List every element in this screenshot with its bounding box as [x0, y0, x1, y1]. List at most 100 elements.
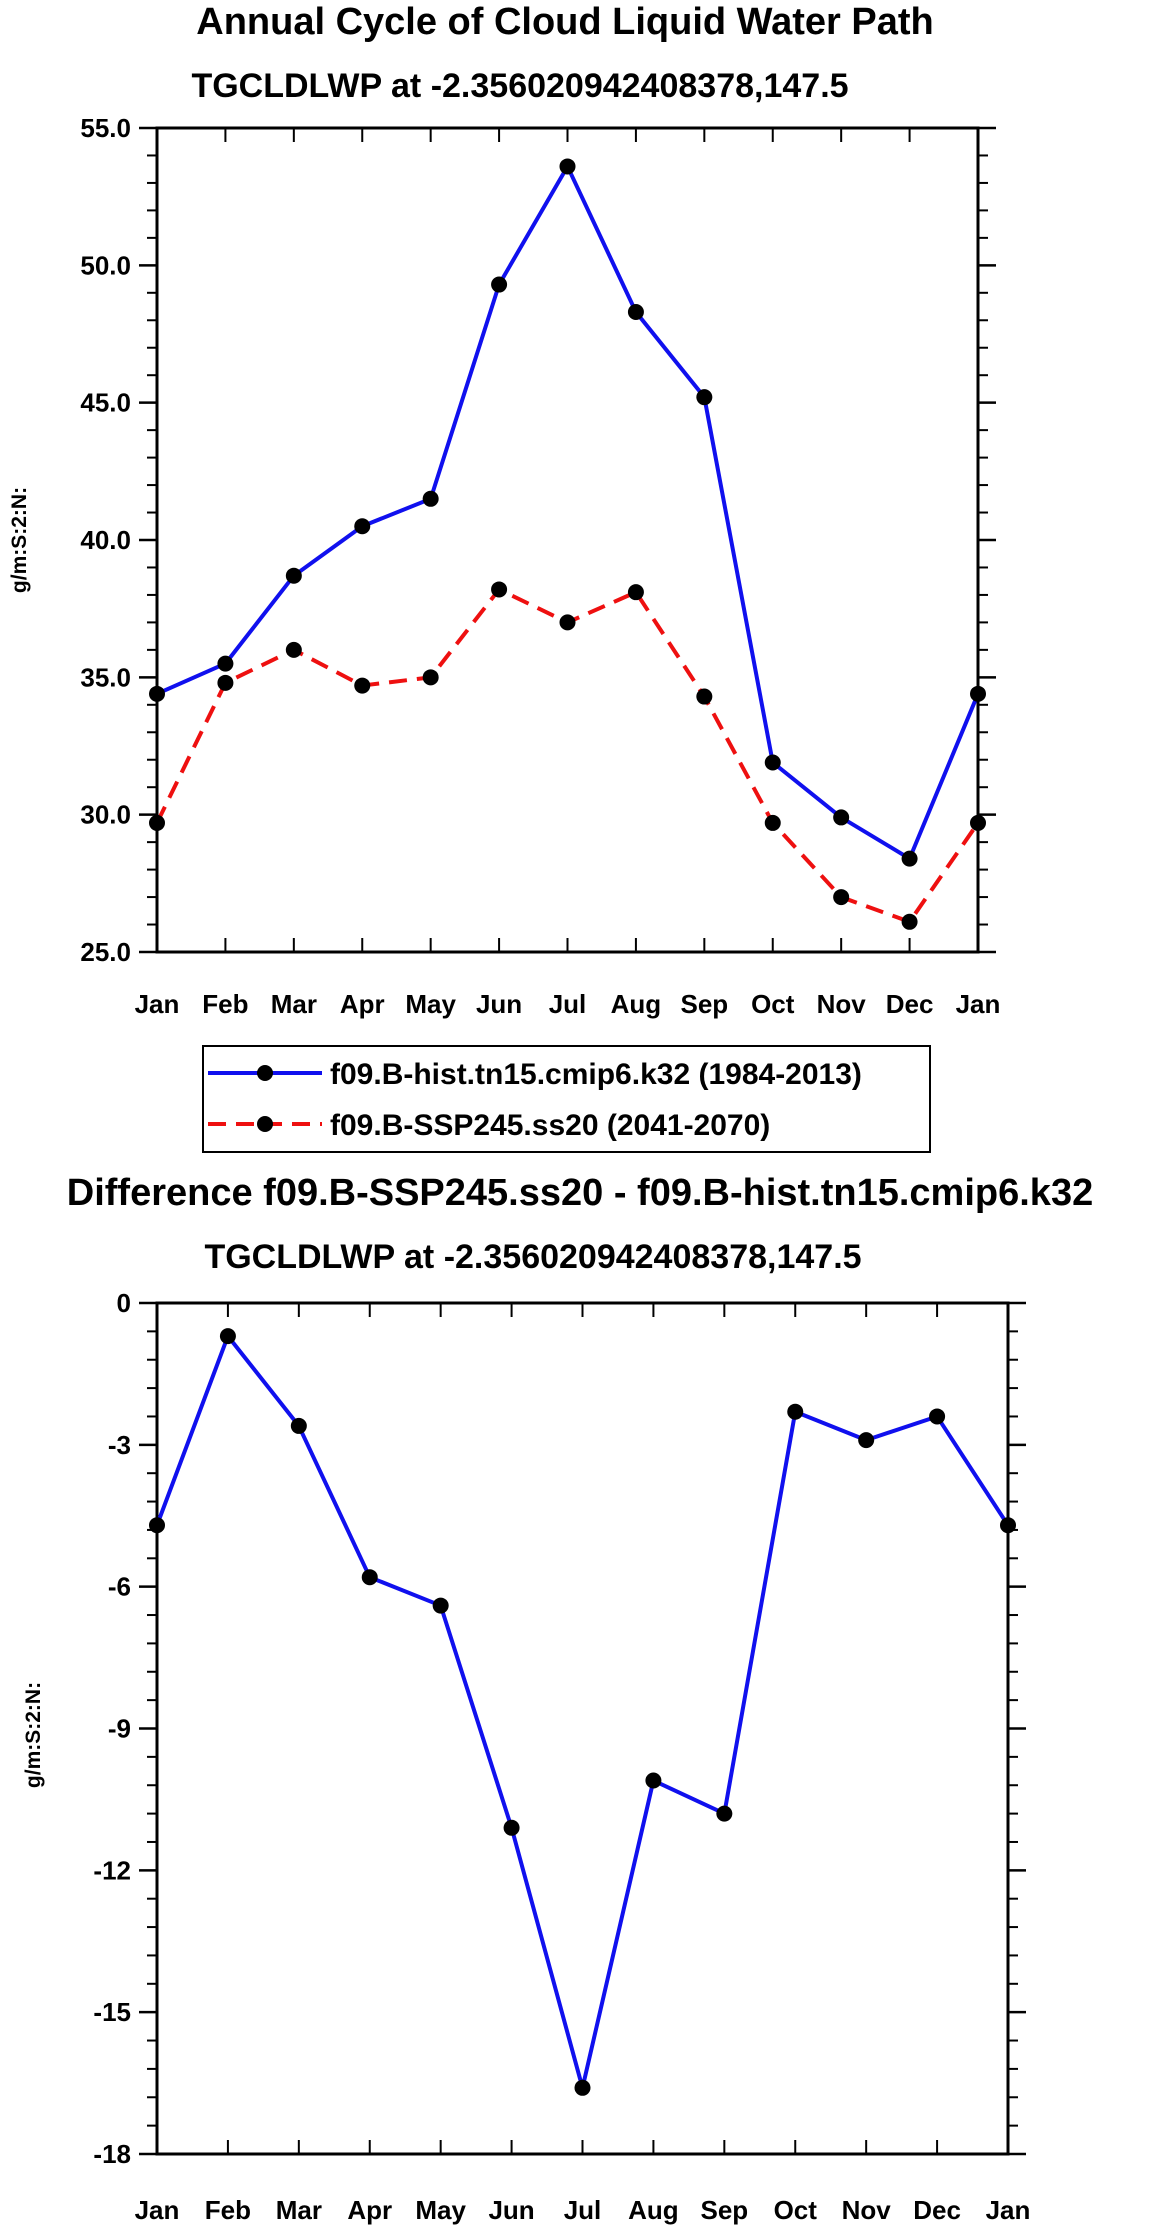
- chart1-series-0-point: [491, 276, 508, 293]
- chart1-ytick-label: 45.0: [80, 388, 131, 418]
- chart2-xtick-label: Dec: [913, 2195, 961, 2225]
- chart1-ytick-label: 35.0: [80, 662, 131, 692]
- chart1-series-1-point: [627, 584, 644, 601]
- chart1-xtick-label: Jan: [956, 989, 1001, 1019]
- chart1-series-1-point: [422, 669, 439, 686]
- chart1-series-0-point: [285, 567, 302, 584]
- chart1-series-1-point: [354, 677, 371, 694]
- chart1-series-0-point: [970, 685, 986, 702]
- chart1-series-0-point: [764, 754, 781, 771]
- chart1-series-0-line: [156, 164, 980, 861]
- chart1-xtick-label: Jan: [135, 989, 180, 1019]
- chart1-xtick-label: Dec: [886, 989, 934, 1019]
- chart2-plot: Jan Feb Mar Apr May Jun Jul Aug Sep Oct Nov Dec Jan-…: [93, 1288, 1030, 2225]
- chart1-series-0-point: [149, 685, 165, 702]
- chart2-frame: [155, 1301, 1010, 2156]
- chart2-series-0-point: [503, 1819, 520, 1836]
- chart2-xtick-label: Feb: [205, 2195, 251, 2225]
- chart1-frame: [155, 126, 980, 954]
- chart1-xtick-label: May: [405, 989, 456, 1019]
- chart2-series-0-point: [716, 1805, 733, 1822]
- legend-marker-ssp: [257, 1116, 273, 1132]
- chart1-xtick-label: Jul: [549, 989, 587, 1019]
- chart2-ylabel: g/m:S:2:N:: [22, 1682, 45, 1788]
- chart2-series-0-point: [219, 1328, 236, 1345]
- chart1-ytick-label: 25.0: [80, 937, 131, 967]
- chart2-xtick-label: Jun: [488, 2195, 534, 2225]
- chart2-series-0-point: [1000, 1517, 1016, 1534]
- chart2-series-0-point: [787, 1403, 804, 1420]
- chart2-subtitle: TGCLDLWP at -2.356020942408378,147.5: [204, 1238, 861, 1276]
- chart2-xtick-label: Jan: [986, 2195, 1031, 2225]
- chart1-series-1-point: [696, 688, 713, 705]
- chart1-ytick-label: 40.0: [80, 525, 131, 555]
- chart1-series-1-point: [149, 814, 165, 831]
- chart1-xtick-label: Oct: [751, 989, 795, 1019]
- legend-label-ssp: f09.B-SSP245.ss20 (2041-2070): [330, 1109, 770, 1142]
- chart1-series-0-point: [559, 158, 576, 175]
- chart1-series-1-point: [901, 913, 918, 930]
- chart2-series-0-point: [290, 1417, 307, 1434]
- chart1-series-0-point: [422, 490, 439, 507]
- chart1-xtick-label: Jun: [476, 989, 522, 1019]
- chart2-series-0-point: [858, 1432, 875, 1449]
- chart1-ytick-label: 50.0: [80, 250, 131, 280]
- legend-frame: [202, 1045, 931, 1153]
- chart2-xtick-label: May: [415, 2195, 466, 2225]
- chart1-series-1-point: [764, 814, 781, 831]
- chart2-ytick-label: -9: [108, 1714, 131, 1744]
- chart1-xtick-label: Apr: [340, 989, 385, 1019]
- chart2-ytick-label: -6: [108, 1572, 131, 1602]
- chart1-ylabel: g/m:S:2:N:: [8, 487, 31, 593]
- chart1-series-1-point: [559, 614, 576, 631]
- chart2-series-0-point: [361, 1569, 378, 1586]
- chart1-ytick-label: 30.0: [80, 800, 131, 830]
- chart1-series-1-point: [217, 674, 234, 691]
- chart1-series-0-point: [696, 389, 713, 406]
- chart1-series-1-point: [285, 641, 302, 658]
- chart2-series-0-point: [929, 1408, 946, 1425]
- chart1-subtitle: TGCLDLWP at -2.356020942408378,147.5: [191, 67, 848, 105]
- legend: f09.B-hist.tn15.cmip6.k32 (1984-2013) f0…: [202, 1045, 931, 1153]
- chart2-xtick-label: Jan: [135, 2195, 180, 2225]
- chart1-series-1-line: [155, 587, 980, 924]
- chart2-xtick-label: Oct: [774, 2195, 818, 2225]
- legend-marker-hist: [257, 1065, 273, 1081]
- chart1-series-0-point: [217, 655, 234, 672]
- chart1-series-1-point: [491, 581, 508, 598]
- chart2-ytick-label: -3: [108, 1430, 131, 1460]
- chart2-xtick-label: Sep: [700, 2195, 748, 2225]
- chart1-xtick-label: Feb: [202, 989, 248, 1019]
- chart2-series-0-point: [432, 1597, 449, 1614]
- chart2-xtick-label: Apr: [347, 2195, 392, 2225]
- chart2-xtick-label: Nov: [842, 2195, 892, 2225]
- chart2-ytick-label: -18: [93, 2139, 131, 2169]
- chart1-xtick-label: Mar: [271, 989, 317, 1019]
- chart2-series-0-point: [149, 1517, 165, 1534]
- chart1-plot: Jan Feb Mar Apr May Jun Jul Aug Sep Oct Nov Dec Jan2…: [80, 113, 1000, 1019]
- chart1-xtick-label: Aug: [611, 989, 662, 1019]
- chart2-xtick-label: Aug: [628, 2195, 679, 2225]
- chart2-series-0-point: [574, 2079, 591, 2096]
- chart1-series-0-point: [354, 518, 371, 535]
- chart2-series-0-point: [645, 1772, 662, 1789]
- chart2-ytick-label: 0: [117, 1288, 131, 1318]
- legend-label-hist: f09.B-hist.tn15.cmip6.k32 (1984-2013): [330, 1058, 862, 1091]
- chart2-xtick-label: Jul: [564, 2195, 602, 2225]
- chart1-title: Annual Cycle of Cloud Liquid Water Path: [196, 1, 934, 43]
- chart1-series-1-point: [833, 889, 850, 906]
- chart1-ytick-label: 55.0: [80, 113, 131, 143]
- chart1-series-1-point: [970, 814, 986, 831]
- chart1-series-0-point: [901, 850, 918, 867]
- chart1-series-0-point: [833, 809, 850, 826]
- chart1-xtick-label: Nov: [817, 989, 867, 1019]
- chart1-xtick-label: Sep: [680, 989, 728, 1019]
- chart2-series-0-line: [155, 1334, 1010, 2090]
- chart1-series-0-point: [627, 304, 644, 321]
- chart2-title: Difference f09.B-SSP245.ss20 - f09.B-his…: [67, 1172, 1093, 1214]
- chart2-xtick-label: Mar: [276, 2195, 322, 2225]
- chart2-ytick-label: -15: [93, 1997, 131, 2027]
- chart2-ytick-label: -12: [93, 1855, 131, 1885]
